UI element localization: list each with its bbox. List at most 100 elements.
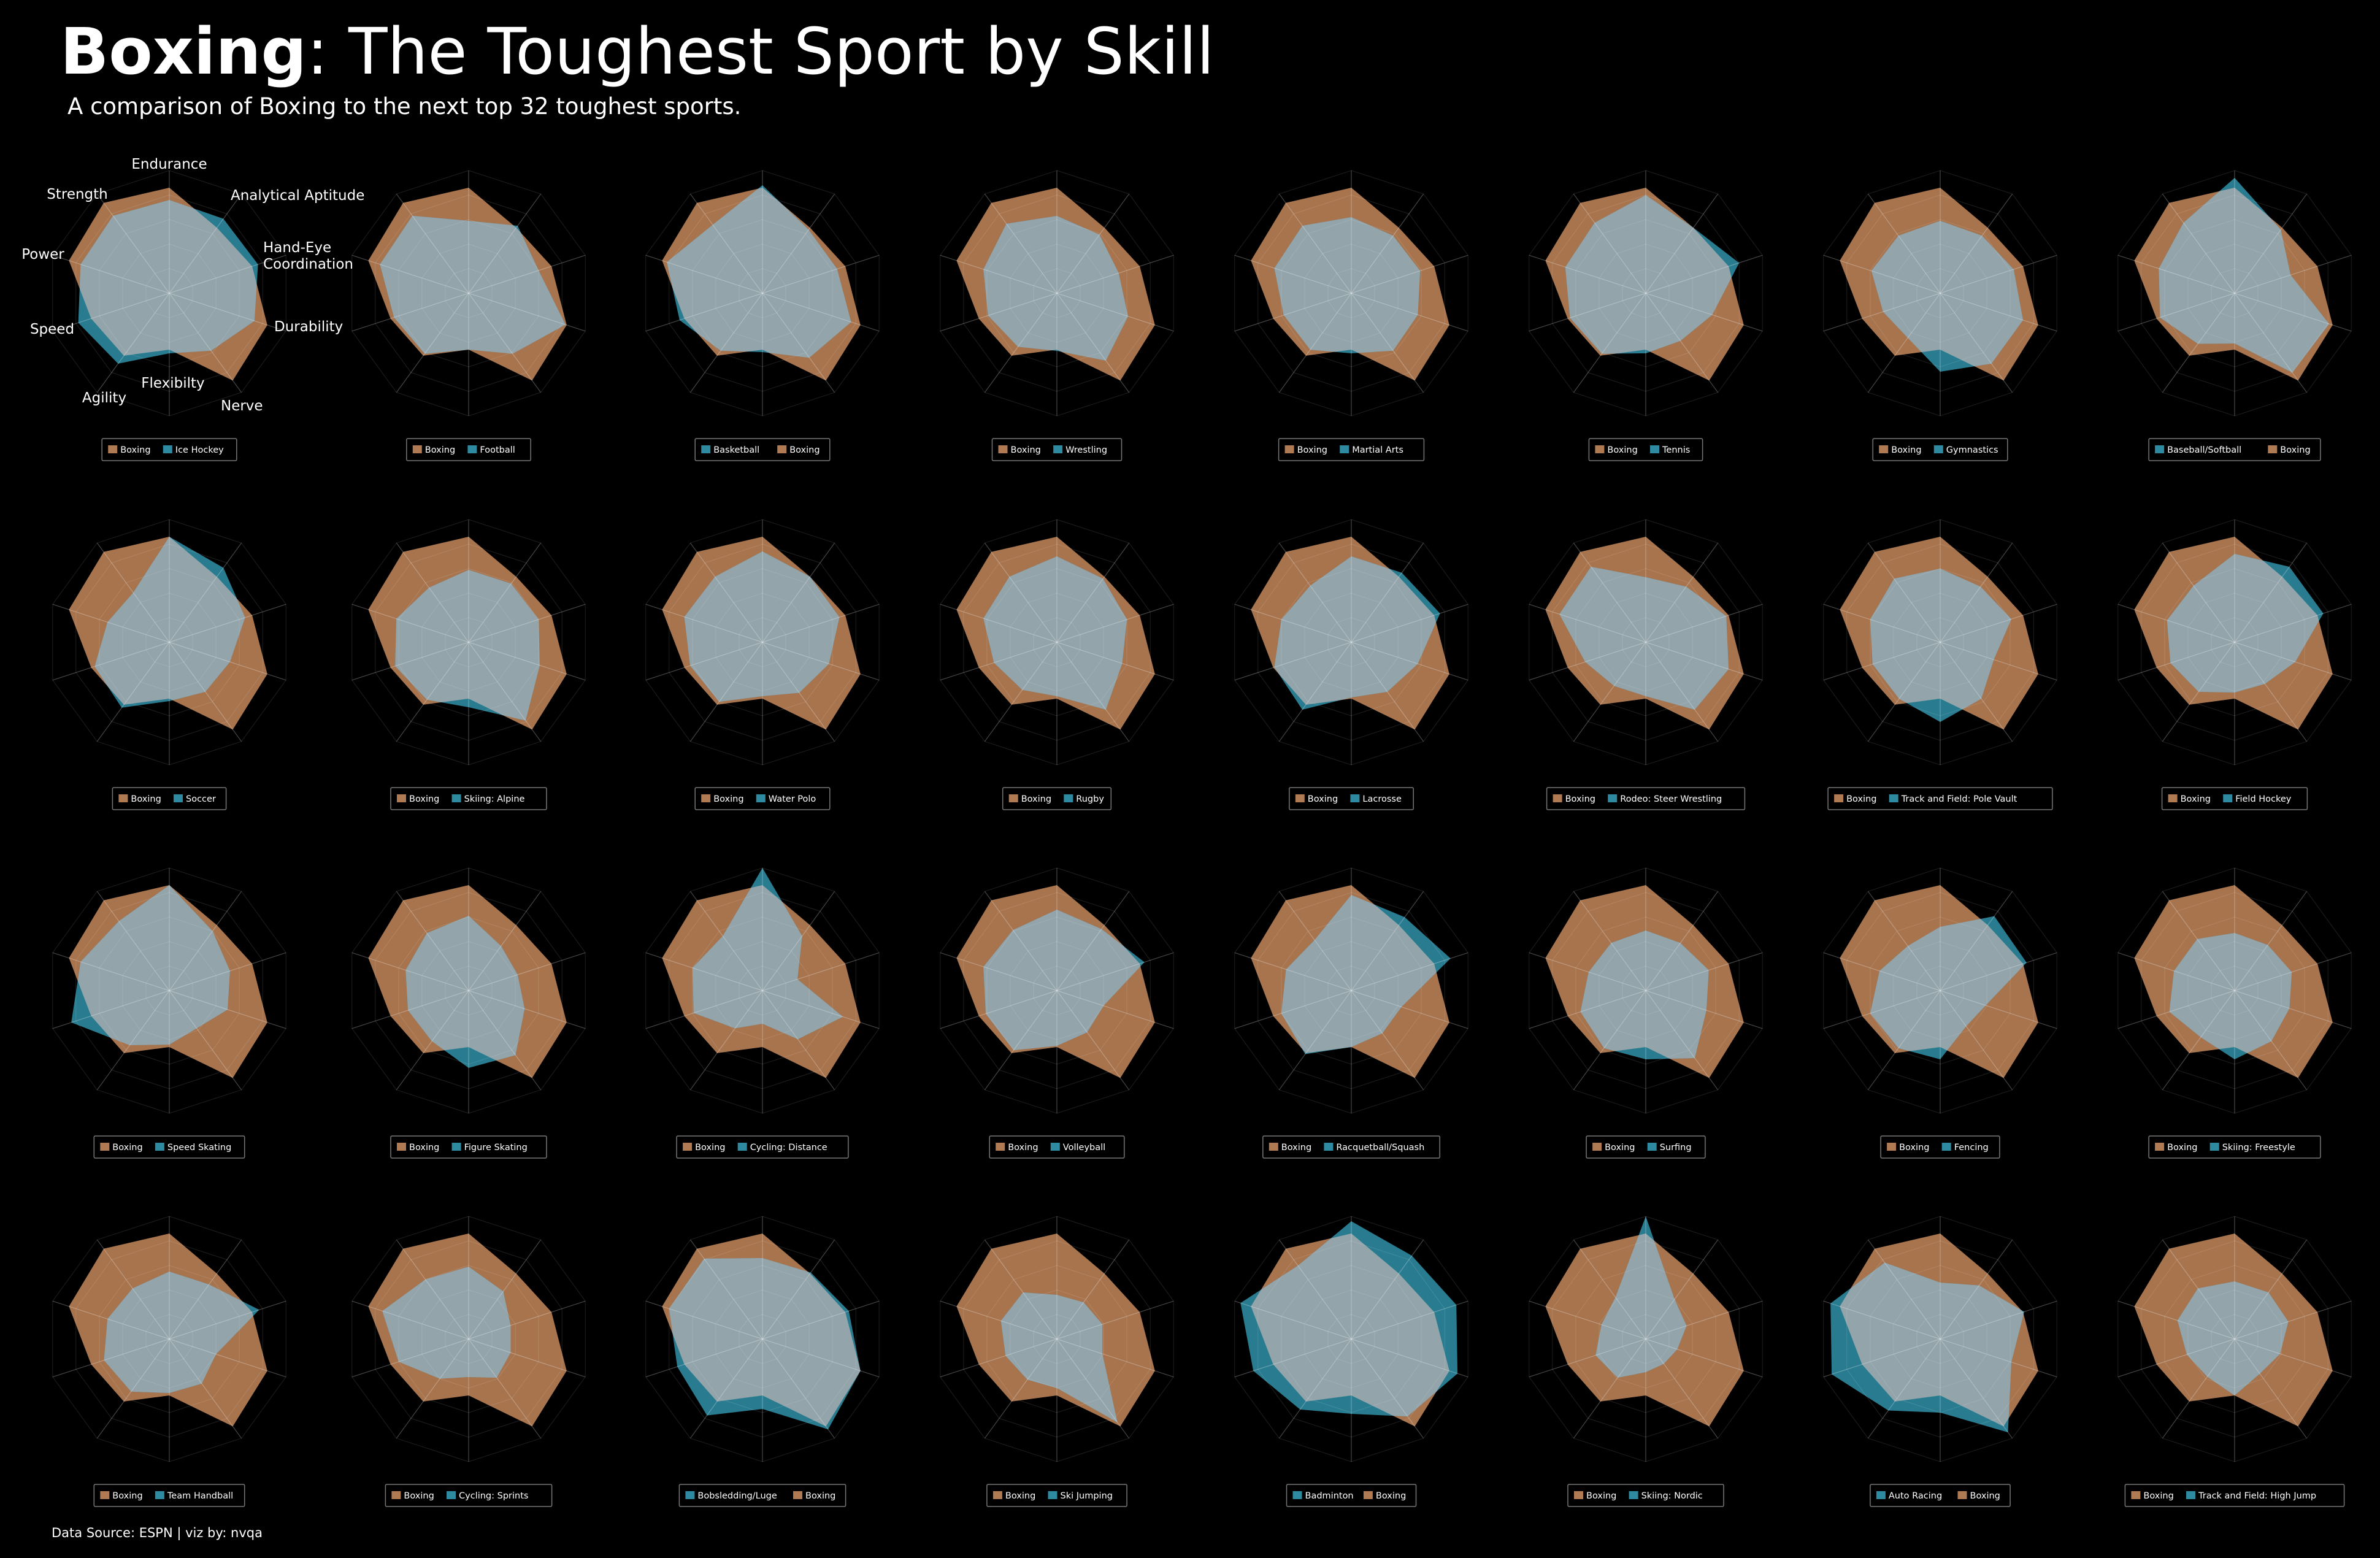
grid-spoke	[1645, 293, 1719, 393]
grid-spoke	[2162, 891, 2235, 991]
radar-chart: Boxing Gymnastics	[1823, 170, 2057, 461]
legend-entry: Boxing	[112, 1491, 142, 1501]
grid-spoke	[2234, 293, 2308, 393]
grid-spoke	[2234, 1300, 2352, 1340]
grid-spoke	[2234, 642, 2352, 681]
grid-ring	[1234, 170, 1468, 416]
overlap-area	[1580, 931, 1709, 1059]
grid-spoke	[984, 193, 1058, 294]
grid-spoke	[169, 990, 242, 1091]
grid-spoke	[689, 642, 763, 742]
grid-spoke	[762, 255, 880, 294]
grid-spoke	[1867, 1239, 1941, 1340]
grid-ring	[1257, 194, 1445, 392]
grid-ring	[421, 941, 516, 1040]
legend-swatch	[391, 1491, 401, 1499]
grid-spoke	[1351, 1239, 1424, 1340]
overlap-area	[94, 537, 245, 708]
grid-spoke	[1867, 293, 1941, 393]
grid-ring	[122, 593, 217, 692]
grid-ring	[715, 244, 810, 343]
legend-swatch	[1008, 794, 1018, 802]
grid-ring	[351, 519, 586, 766]
grid-ring	[2117, 867, 2352, 1114]
grid-spoke	[52, 293, 170, 332]
grid-spoke	[1645, 255, 1763, 294]
grid-ring	[1916, 617, 1964, 667]
grid-spoke	[940, 293, 1058, 332]
grid-ring	[739, 1314, 786, 1364]
legend-entry: Ski Jumping	[1061, 1491, 1113, 1501]
grid-spoke	[468, 1239, 542, 1340]
grid-spoke	[762, 293, 835, 393]
legend-entry: Boxing	[789, 445, 820, 455]
grid-ring	[75, 1240, 263, 1438]
grid-ring	[1599, 593, 1693, 692]
grid-spoke	[2234, 1239, 2308, 1340]
grid-ring	[122, 1289, 217, 1389]
radar-chart: Boxing Figure Skating	[351, 867, 586, 1159]
grid-spoke	[940, 1338, 1058, 1378]
grid-spoke	[689, 891, 763, 991]
grid-spoke	[52, 604, 170, 643]
legend-entry: Figure Skating	[464, 1143, 528, 1153]
chart-legend: Boxing Team Handball	[93, 1484, 245, 1507]
grid-ring	[1916, 1314, 1964, 1364]
legend-swatch	[2155, 445, 2165, 453]
grid-ring	[963, 194, 1151, 392]
grid-ring	[145, 268, 193, 318]
legend-entry: Boxing	[1586, 1491, 1616, 1501]
grid-spoke	[1645, 604, 1763, 643]
legend-entry: Ice Hockey	[175, 445, 224, 455]
legend-swatch	[1340, 445, 1349, 453]
chart-legend: Boxing Field Hockey	[2161, 787, 2308, 810]
grid-spoke	[1056, 542, 1130, 643]
overlap-area	[983, 556, 1127, 710]
legend-swatch	[1957, 1491, 1967, 1499]
grid-ring	[1599, 941, 1693, 1040]
grid-spoke	[1529, 293, 1646, 332]
grid-ring	[1916, 268, 1964, 318]
grid-ring	[669, 543, 856, 741]
grid-ring	[986, 219, 1127, 367]
grid-spoke	[2117, 1300, 2235, 1340]
grid-spoke	[1940, 255, 2057, 294]
grid-spoke	[1278, 891, 1352, 991]
grid-ring	[2141, 892, 2328, 1089]
chart-legend: Auto Racing Boxing	[1870, 1484, 2011, 1507]
radar-chart: Boxing Ski Jumping	[940, 1216, 1174, 1507]
chart-legend: Boxing Lacrosse	[1289, 787, 1414, 810]
legend-entry: Boxing	[120, 445, 150, 455]
grid-spoke	[984, 293, 1058, 393]
grid-spoke	[645, 293, 763, 332]
grid-ring	[940, 1216, 1174, 1462]
axis-label: Hand-Eye Coordination	[263, 240, 353, 272]
grid-spoke	[689, 1338, 763, 1439]
grid-spoke	[940, 255, 1058, 294]
legend-swatch	[1650, 445, 1659, 453]
grid-spoke	[940, 604, 1058, 643]
legend-swatch	[1292, 1491, 1302, 1499]
grid-spoke	[984, 542, 1058, 643]
legend-entry: Lacrosse	[1362, 794, 1402, 804]
grid-spoke	[1234, 1338, 1352, 1378]
grid-ring	[351, 170, 586, 416]
grid-spoke	[1645, 642, 1763, 681]
grid-spoke	[1351, 990, 1468, 1029]
overlap-area	[983, 910, 1145, 1051]
grid-ring	[398, 916, 539, 1065]
grid-spoke	[762, 542, 835, 643]
radar-chart: Boxing Track and Field: Pole Vault	[1823, 519, 2057, 810]
grid-spoke	[645, 642, 763, 681]
grid-ring	[1552, 1240, 1740, 1438]
grid-spoke	[2162, 293, 2235, 393]
grid-ring	[715, 941, 810, 1040]
grid-spoke	[2234, 990, 2308, 1091]
grid-spoke	[1940, 542, 2013, 643]
grid-ring	[1327, 268, 1375, 318]
chart-legend: Boxing Skiing: Nordic	[1567, 1484, 1724, 1507]
legend-entry: Tennis	[1662, 445, 1690, 455]
grid-spoke	[96, 293, 170, 393]
grid-spoke	[169, 990, 286, 1029]
grid-spoke	[940, 1300, 1058, 1340]
